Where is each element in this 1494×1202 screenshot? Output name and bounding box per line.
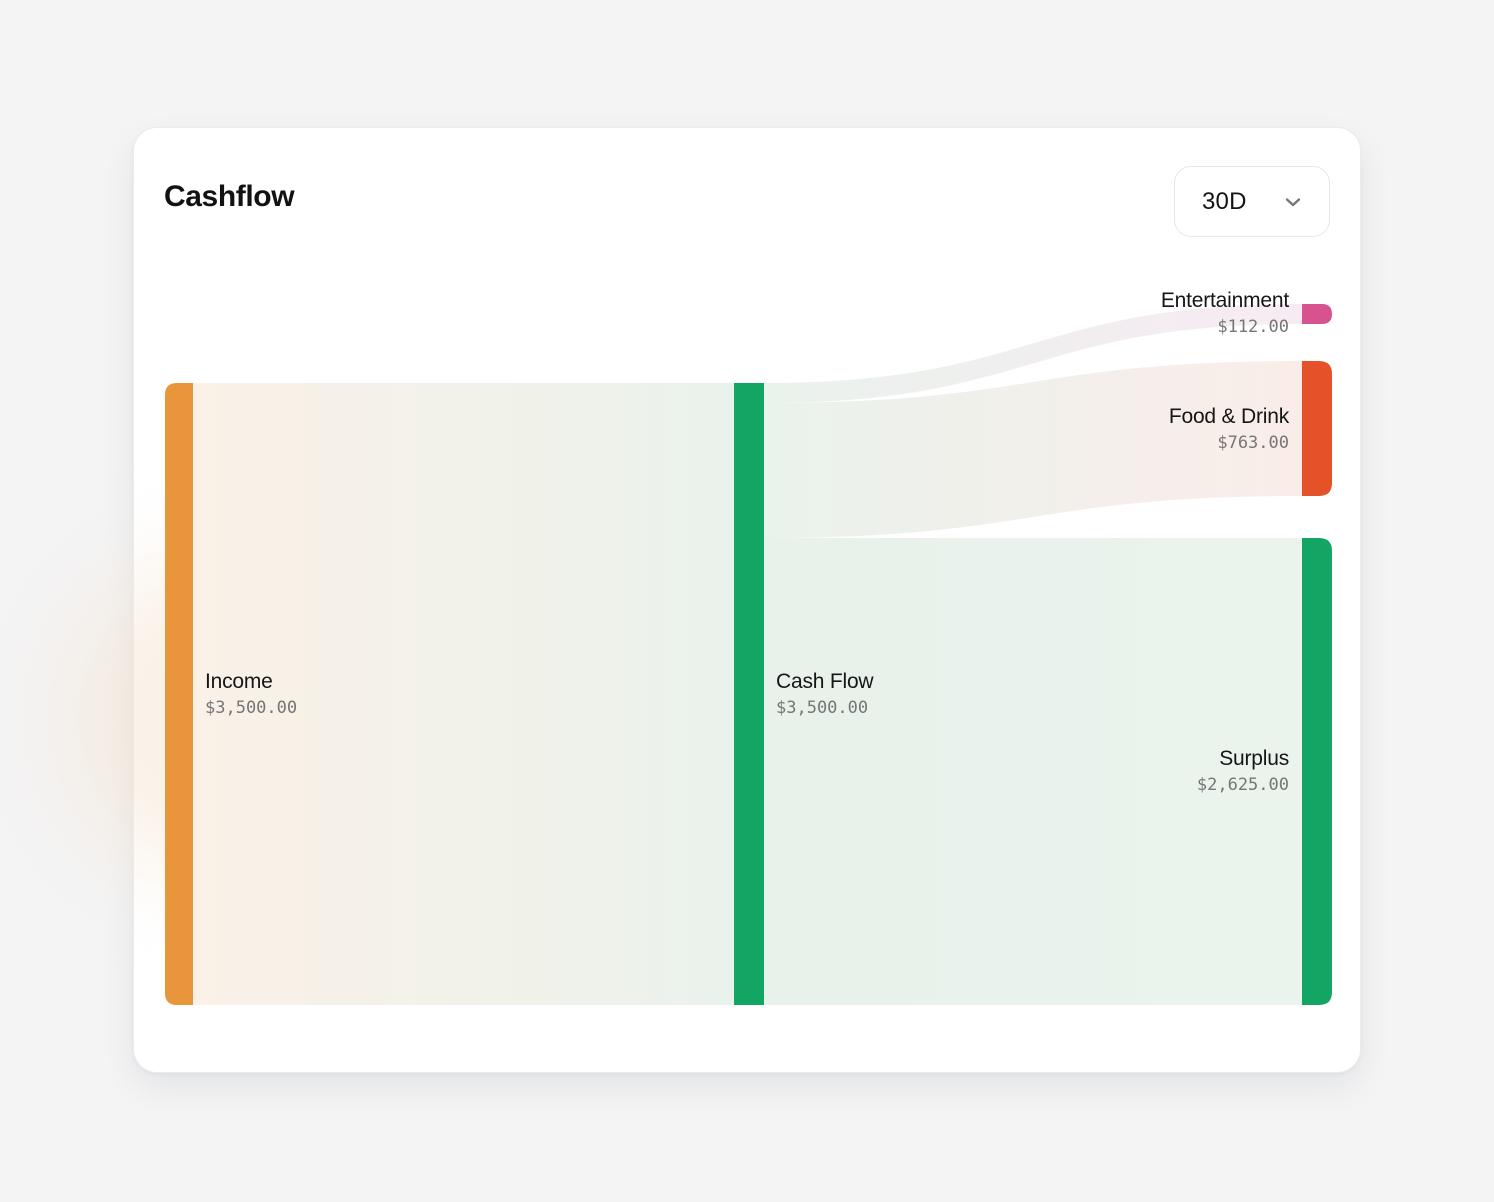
flow-cashflow-to-surplus <box>764 538 1302 1005</box>
food-drink-label: Food & Drink <box>1168 405 1289 428</box>
entertainment-value: $112.00 <box>1217 317 1289 337</box>
entertainment-label-group: Entertainment $112.00 <box>1161 288 1289 340</box>
node-entertainment <box>1302 304 1332 324</box>
period-selector-dropdown[interactable]: 30D <box>1174 166 1330 237</box>
chevron-down-icon <box>1283 192 1303 212</box>
cashflow-value: $3,500.00 <box>776 698 869 718</box>
entertainment-label: Entertainment <box>1160 289 1289 312</box>
income-label-group: Income $3,500.00 <box>205 669 297 721</box>
food-drink-label-group: Food & Drink $763.00 <box>1169 404 1289 456</box>
node-income <box>165 383 193 1005</box>
cashflow-card: Cashflow 30D <box>54 127 1361 1073</box>
node-food-drink <box>1302 361 1332 496</box>
surplus-value: $2,625.00 <box>1196 775 1289 795</box>
node-surplus <box>1302 538 1332 1005</box>
flow-cashflow-to-entertainment <box>764 304 1302 403</box>
node-cashflow <box>734 383 764 1005</box>
income-label: Income <box>205 670 273 693</box>
cashflow-label-group: Cash Flow $3,500.00 <box>776 669 874 721</box>
flow-cashflow-to-food-drink <box>764 361 1302 538</box>
flow-income-to-cashflow <box>193 383 734 1005</box>
period-selector-value: 30D <box>1202 187 1247 215</box>
surplus-label-group: Surplus $2,625.00 <box>1197 746 1289 798</box>
cashflow-label: Cash Flow <box>776 670 874 693</box>
sankey-chart <box>165 304 1332 1005</box>
food-drink-value: $763.00 <box>1217 433 1289 453</box>
page-title: Cashflow <box>164 180 295 213</box>
surplus-label: Surplus <box>1219 747 1289 770</box>
income-value: $3,500.00 <box>205 698 298 718</box>
